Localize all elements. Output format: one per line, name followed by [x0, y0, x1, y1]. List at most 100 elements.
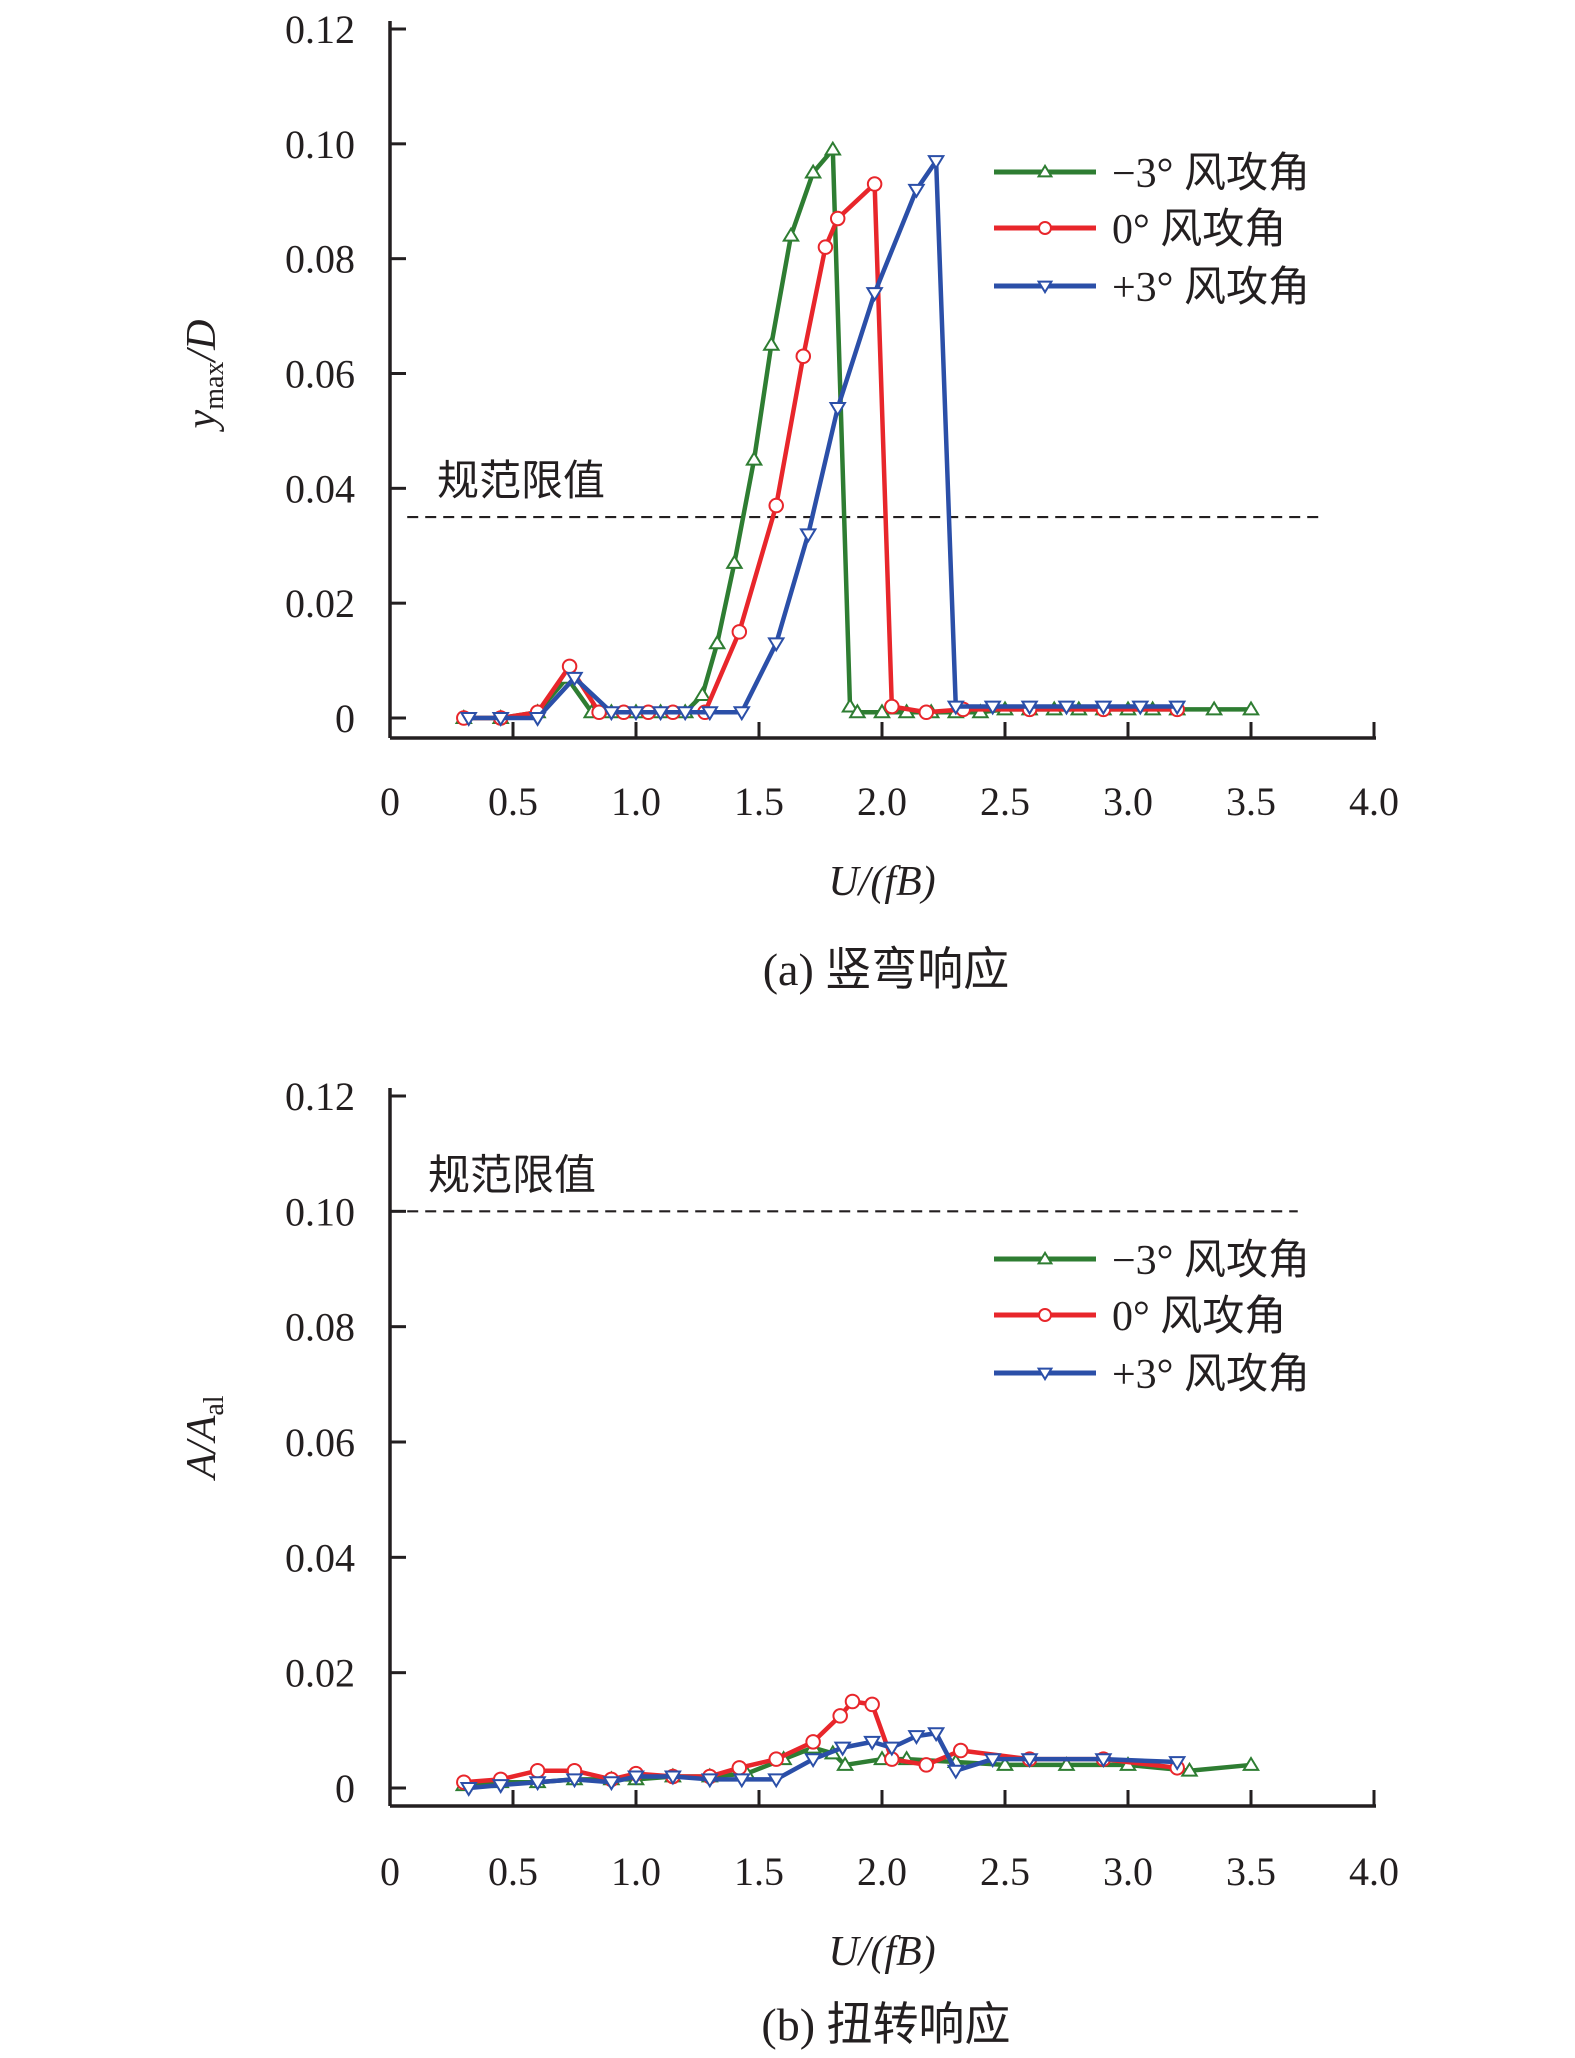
triangle-down-marker: [676, 706, 695, 722]
y-tick-label: 0.02: [285, 1651, 355, 1696]
triangle-down-marker: [700, 1773, 719, 1789]
chart-panel-a: 0 0.02 0.04 0.06 0.08 0.10 0.12 0 0.5 1.0 1.5 2.0 2.…: [179, 7, 1399, 995]
triangle-down-marker: [1094, 1753, 1113, 1769]
triangle-up-marker: [1180, 1761, 1199, 1777]
circle-marker: [832, 1708, 848, 1724]
triangle-down-marker: [459, 712, 478, 727]
triangle-down-marker: [983, 1753, 1002, 1769]
panel-caption: (a) 竖弯响应: [763, 944, 1010, 995]
triangle-down-marker: [767, 1773, 786, 1789]
y-tick-label: 0.10: [285, 1189, 355, 1234]
circle-marker: [768, 1751, 784, 1767]
triangle-up-marker: [841, 697, 859, 713]
triangle-down-marker: [663, 1770, 682, 1786]
triangle-up-marker: [1057, 1756, 1076, 1771]
x-tick-label: 3.0: [1103, 779, 1153, 824]
circle-marker: [768, 497, 784, 514]
x-tick-label: 1.0: [611, 1849, 661, 1894]
x-tick-label: 3.5: [1226, 1849, 1276, 1894]
y-tick-label: 0: [335, 696, 355, 741]
circle-marker: [561, 658, 578, 675]
triangle-down-marker: [602, 706, 621, 722]
series-1: [456, 1693, 1185, 1790]
triangle-down-marker: [627, 706, 645, 722]
legend-item: +3° 风攻角: [994, 265, 1310, 311]
triangle-up-marker: [873, 703, 891, 719]
y-tick-label: 0.12: [285, 1074, 355, 1119]
x-tick-label: 4.0: [1349, 1849, 1399, 1894]
triangle-down-marker: [907, 183, 926, 199]
x-tick-label: 1.5: [734, 1849, 784, 1894]
triangle-down-marker: [907, 1730, 926, 1745]
triangle-up-marker: [725, 554, 744, 569]
circle-marker: [805, 1734, 821, 1750]
legend-item: 0° 风攻角: [994, 1294, 1286, 1340]
x-tick-label: 2.5: [980, 779, 1030, 824]
series-2: [459, 155, 1187, 727]
series-2: [459, 1727, 1187, 1797]
panel-caption: (b) 扭转响应: [761, 1999, 1010, 2050]
series-line: [463, 181, 1178, 721]
y-tick-label: 0.06: [285, 1420, 355, 1465]
x-tick-label: 0: [380, 779, 400, 824]
limit-label: 规范限值: [437, 459, 605, 505]
legend-label: +3° 风攻角: [1112, 265, 1310, 311]
x-tick-label: 4.0: [1349, 779, 1399, 824]
triangle-up-marker: [745, 450, 764, 466]
triangle-down-marker: [732, 706, 751, 722]
x-tick-label: 2.5: [980, 1849, 1030, 1894]
triangle-down-marker: [927, 1727, 946, 1743]
legend-label: 0° 风攻角: [1112, 1294, 1286, 1340]
circle-marker: [731, 1760, 748, 1776]
circle-marker: [864, 1696, 880, 1713]
triangle-down-marker: [1094, 700, 1113, 716]
circle-marker: [817, 239, 834, 255]
triangle-down-marker: [491, 1779, 510, 1794]
circle-marker: [1038, 221, 1052, 235]
x-tick-label: 0.5: [488, 1849, 538, 1894]
x-tick-label: 2.0: [857, 779, 907, 824]
triangle-up-marker: [1242, 1756, 1260, 1771]
triangle-down-marker: [1168, 700, 1187, 716]
y-tick-label: 0.04: [285, 1535, 355, 1580]
y-tick-label: 0.08: [285, 237, 355, 282]
y-tick-label: 0.04: [285, 466, 355, 511]
triangle-down-marker: [565, 671, 584, 687]
triangle-down-marker: [828, 402, 847, 417]
triangle-down-marker: [491, 712, 510, 727]
legend-label: +3° 风攻角: [1112, 1352, 1310, 1398]
triangle-down-marker: [804, 1753, 823, 1769]
x-tick-label: 3.0: [1103, 1849, 1153, 1894]
circle-marker: [918, 1757, 935, 1773]
triangle-up-marker: [1205, 700, 1224, 716]
circle-marker: [1038, 1308, 1052, 1322]
series-1: [456, 176, 1185, 726]
triangle-up-marker: [708, 634, 727, 650]
x-axis-label: U/(fB): [828, 859, 935, 905]
triangle-down-marker: [528, 1776, 547, 1792]
triangle-up-marker: [1036, 163, 1054, 178]
x-tick-label: 0.5: [488, 779, 538, 824]
legend-label: −3° 风攻角: [1112, 1238, 1310, 1284]
triangle-down-marker: [1057, 700, 1076, 716]
x-tick-label: 1.5: [734, 779, 784, 824]
y-axis-label: ymax/D: [179, 320, 230, 433]
triangle-down-marker: [767, 637, 786, 653]
circle-marker: [952, 1742, 969, 1759]
x-axis-label: U/(fB): [828, 1929, 935, 1975]
circle-marker: [829, 210, 846, 227]
y-tick-label: 0.12: [285, 7, 355, 52]
triangle-down-marker: [882, 1741, 901, 1757]
triangle-down-marker: [946, 700, 965, 716]
x-tick-label: 3.5: [1226, 779, 1276, 824]
triangle-down-marker: [1020, 1753, 1039, 1769]
y-tick-label: 0.06: [285, 352, 355, 397]
x-tick-label: 2.0: [857, 1849, 907, 1894]
triangle-down-marker: [732, 1773, 751, 1789]
triangle-down-marker: [1020, 700, 1039, 716]
triangle-down-marker: [651, 706, 670, 722]
circle-marker: [529, 1762, 546, 1779]
legend-label: −3° 风攻角: [1112, 151, 1310, 197]
chart-panel-b: 0 0.02 0.04 0.06 0.08 0.10 0.12 0 0.5 1.0 1.5 2.0 2.…: [179, 1074, 1399, 2050]
